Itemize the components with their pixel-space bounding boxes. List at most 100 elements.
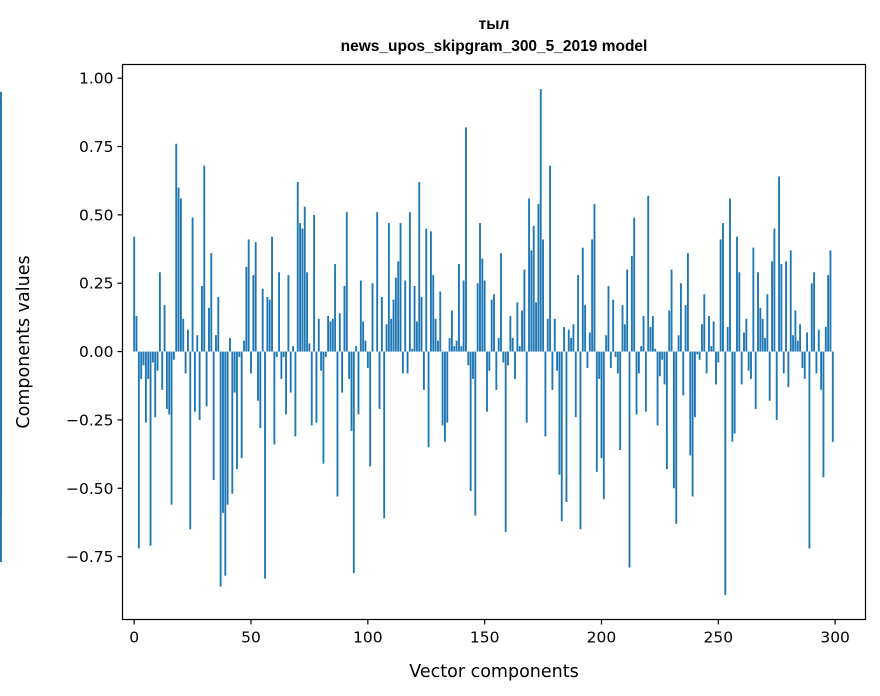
bar-273 xyxy=(771,261,773,352)
bar-212 xyxy=(628,351,631,568)
bar-153 xyxy=(490,299,493,352)
bar-114 xyxy=(399,223,402,352)
bar-167 xyxy=(523,269,526,352)
bar-253 xyxy=(724,351,727,595)
bar-43 xyxy=(233,351,236,393)
y-tick-label: 0.00 xyxy=(79,343,114,361)
bar-64 xyxy=(282,351,285,358)
bar-108 xyxy=(385,324,388,352)
bar-247 xyxy=(710,346,713,352)
bar-69 xyxy=(294,351,297,437)
bar-239 xyxy=(691,351,694,497)
bar-139 xyxy=(458,264,460,352)
bar-211 xyxy=(626,269,629,352)
bar-286 xyxy=(801,351,804,368)
bar-242 xyxy=(698,351,701,360)
bar-99 xyxy=(364,340,367,352)
bar-77 xyxy=(313,214,316,352)
bar-293 xyxy=(817,329,820,352)
bar-152 xyxy=(488,351,491,371)
bar-5 xyxy=(144,351,147,423)
bar-148 xyxy=(479,223,481,352)
bar-229 xyxy=(668,310,671,352)
bar-196 xyxy=(591,239,594,352)
bar-197 xyxy=(593,203,596,352)
bar-245 xyxy=(705,351,708,374)
bar-7 xyxy=(149,351,152,546)
bar-295 xyxy=(822,351,825,478)
bar-104 xyxy=(376,212,379,352)
bar-284 xyxy=(796,340,799,352)
bar-27 xyxy=(196,335,199,352)
x-axis: 0 50 100 150 200 250 300 xyxy=(129,619,850,647)
bar-31 xyxy=(205,351,208,407)
bar-220 xyxy=(647,195,650,352)
bar-26 xyxy=(194,351,196,412)
bar-164 xyxy=(516,302,519,352)
bar-179 xyxy=(551,351,554,390)
bar-203 xyxy=(607,285,610,352)
bars-group xyxy=(0,89,834,595)
bar-159 xyxy=(504,351,507,533)
bar-156 xyxy=(497,337,500,352)
bar-235 xyxy=(682,351,685,396)
bar-243 xyxy=(701,324,703,352)
bar-201 xyxy=(602,351,605,500)
bar-53 xyxy=(257,351,259,401)
bar-60 xyxy=(273,351,276,445)
bar-36 xyxy=(217,296,220,352)
bar-67 xyxy=(289,351,292,393)
bar-30 xyxy=(203,165,206,352)
bar-231 xyxy=(672,351,675,489)
x-tick-label: 100 xyxy=(353,629,383,647)
bar-264 xyxy=(750,351,752,379)
bar-162 xyxy=(511,337,514,352)
bar-184 xyxy=(563,326,566,352)
bar-62 xyxy=(278,272,280,352)
bar-21 xyxy=(182,318,185,352)
bar-168 xyxy=(525,351,528,423)
bar-84 xyxy=(329,321,332,352)
bar-216 xyxy=(637,351,640,374)
bar-190 xyxy=(577,275,580,352)
bar-55 xyxy=(261,288,264,352)
bar-113 xyxy=(397,261,400,352)
bar-275 xyxy=(775,351,778,420)
bar-160 xyxy=(507,351,509,366)
bar-115 xyxy=(401,351,404,374)
bar-82 xyxy=(324,351,327,358)
bar-33 xyxy=(210,253,213,352)
bar-181 xyxy=(556,351,559,371)
bar-207 xyxy=(616,351,619,374)
bar-59 xyxy=(271,236,273,352)
bar-143 xyxy=(467,351,470,366)
bar-270 xyxy=(764,337,766,352)
bar-165 xyxy=(518,346,521,352)
chart-title: тыл xyxy=(479,16,510,33)
bar-109 xyxy=(387,223,390,352)
bar-146 xyxy=(474,351,477,516)
bar-12 xyxy=(161,351,164,390)
bar-2 xyxy=(137,351,140,549)
bar-134 xyxy=(446,351,449,423)
bar-256 xyxy=(731,351,734,442)
bar-29 xyxy=(201,285,203,352)
bar-11 xyxy=(158,272,161,352)
bar-227 xyxy=(663,351,666,385)
bar-189 xyxy=(574,351,577,418)
bar-61 xyxy=(275,351,278,358)
bar-244 xyxy=(703,294,706,352)
bar-72 xyxy=(301,228,304,352)
bar-118 xyxy=(408,212,411,352)
bar-191 xyxy=(579,351,582,530)
x-tick-label: 0 xyxy=(129,629,139,647)
bar-50 xyxy=(250,351,252,374)
bar-65 xyxy=(285,351,287,415)
bar-undefined xyxy=(0,91,2,352)
bar-218 xyxy=(642,316,645,352)
bar-170 xyxy=(530,250,533,352)
bar-296 xyxy=(824,326,827,352)
bar-17 xyxy=(172,351,175,360)
bar-230 xyxy=(670,269,673,352)
bar-202 xyxy=(605,335,608,352)
